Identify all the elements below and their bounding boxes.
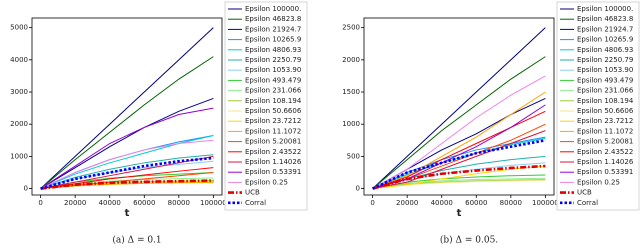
legend-label: Epsilon 50.6606 [245, 107, 302, 115]
y-tick-label: 1000 [342, 120, 360, 128]
legend-label: Epsilon 21924.7 [245, 25, 301, 33]
legend-label: UCB [245, 189, 260, 197]
legend-label: Epsilon 231.066 [245, 87, 302, 95]
x-tick-label: 100000 [200, 199, 227, 207]
series-line [372, 177, 546, 190]
series-line [40, 155, 214, 190]
legend-label: Epsilon 5.20081 [577, 138, 633, 146]
series-line [40, 107, 214, 189]
x-axis-label: t [457, 208, 462, 219]
legend-label: Epsilon 23.7212 [577, 117, 633, 125]
y-tick-label: 2500 [342, 24, 360, 32]
series-line [40, 139, 214, 190]
caption: (a) Δ = 0.1 [112, 235, 161, 246]
series-line [372, 162, 546, 190]
legend-label: Epsilon 493.479 [245, 76, 301, 84]
caption: (b) Δ = 0.05. [440, 235, 498, 246]
y-tick-label: 500 [347, 152, 360, 160]
legend-label: Epsilon 2250.79 [577, 56, 633, 64]
legend-box [224, 1, 308, 211]
series-line [372, 130, 546, 190]
legend-label: Epsilon 0.53391 [577, 168, 633, 176]
x-tick-label: 60000 [133, 199, 155, 207]
legend-label: Epsilon 10265.9 [245, 36, 301, 44]
legend-label: Epsilon 23.7212 [245, 117, 301, 125]
series-line [40, 56, 214, 189]
legend-label: Corral [577, 199, 598, 207]
series-line [40, 154, 214, 190]
legend-label: Epsilon 1.14026 [577, 158, 634, 166]
x-tick-label: 80000 [168, 199, 190, 207]
legend-label: Epsilon 46823.8 [577, 15, 633, 23]
legend-label: Epsilon 4806.93 [577, 46, 633, 54]
legend-label: Epsilon 10265.9 [577, 36, 633, 44]
y-tick-label: 2000 [342, 56, 360, 64]
y-tick-label: 3000 [10, 88, 28, 96]
legend-label: Epsilon 0.25 [577, 178, 620, 186]
legend-label: Epsilon 1053.90 [245, 66, 301, 74]
y-tick-label: 0 [24, 185, 28, 193]
series-line [40, 27, 214, 189]
series-line [372, 110, 546, 190]
legend-label: UCB [577, 189, 592, 197]
legend-label: Epsilon 46823.8 [245, 15, 301, 23]
series-line [40, 97, 214, 189]
series-line [40, 179, 214, 190]
series-line [372, 179, 546, 190]
legend-label: Epsilon 50.6606 [577, 107, 634, 115]
legend-label: Epsilon 1053.90 [577, 66, 633, 74]
y-tick-label: 1000 [10, 152, 28, 160]
series-line [372, 104, 546, 190]
x-tick-label: 40000 [431, 199, 453, 207]
x-tick-label: 0 [370, 199, 374, 207]
legend-label: Epsilon 108.194 [577, 97, 634, 105]
y-tick-label: 2000 [10, 120, 28, 128]
x-tick-label: 40000 [99, 199, 121, 207]
legend-label: Epsilon 100000. [577, 5, 633, 13]
y-tick-label: 0 [356, 185, 360, 193]
y-tick-label: 1500 [342, 88, 360, 96]
legend-label: Epsilon 0.53391 [245, 168, 301, 176]
x-tick-label: 100000 [532, 199, 559, 207]
legend-label: Corral [245, 199, 266, 207]
y-tick-label: 5000 [10, 24, 28, 32]
series-line [40, 167, 214, 190]
legend-label: Epsilon 0.25 [245, 178, 288, 186]
plot-frame [363, 17, 555, 196]
legend-label: Epsilon 2.43522 [577, 148, 633, 156]
plot-frame [31, 17, 223, 196]
legend-label: Epsilon 21924.7 [577, 25, 633, 33]
legend-label: Epsilon 11.1072 [577, 127, 633, 135]
x-tick-label: 60000 [465, 199, 487, 207]
series-line [372, 139, 546, 190]
legend-box [556, 1, 640, 211]
x-axis-label: t [125, 208, 130, 219]
legend-label: Epsilon 231.066 [577, 87, 634, 95]
legend-label: Epsilon 5.20081 [245, 138, 301, 146]
legend-label: Epsilon 100000. [245, 5, 301, 13]
series-line [372, 75, 546, 190]
y-tick-label: 4000 [10, 56, 28, 64]
legend-label: Epsilon 108.194 [245, 97, 302, 105]
legend-label: Epsilon 493.479 [577, 76, 633, 84]
series-line [372, 165, 546, 190]
legend-label: Epsilon 11.1072 [245, 127, 301, 135]
legend-label: Epsilon 4806.93 [245, 46, 301, 54]
x-tick-label: 0 [38, 199, 42, 207]
x-tick-label: 80000 [500, 199, 522, 207]
legend-label: Epsilon 1.14026 [245, 158, 302, 166]
series-line [372, 27, 546, 189]
x-tick-label: 20000 [396, 199, 418, 207]
legend-label: Epsilon 2250.79 [245, 56, 301, 64]
legend-label: Epsilon 2.43522 [245, 148, 301, 156]
series-line [40, 134, 214, 190]
series-line [372, 56, 546, 189]
series-line [40, 160, 214, 190]
series-line [372, 91, 546, 190]
x-tick-label: 20000 [64, 199, 86, 207]
